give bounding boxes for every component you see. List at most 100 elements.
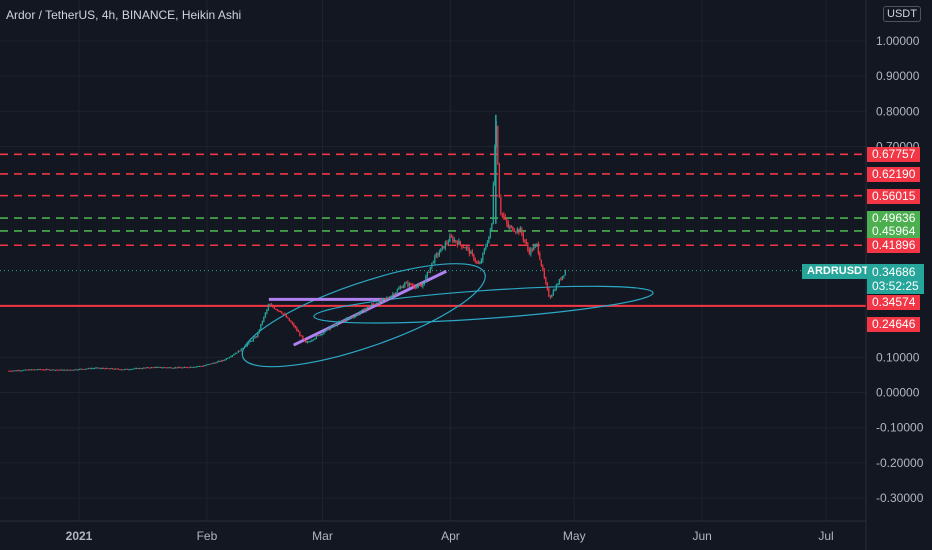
time-tick-label: Mar [312,529,333,543]
candle-body [501,213,503,215]
candle-body [447,241,449,244]
candle-body [141,368,143,370]
candle-body [494,146,496,186]
candle-body [138,368,140,370]
price-tick-label: 0.00000 [876,386,920,400]
candle-body [561,276,563,280]
candle-body [549,296,551,298]
candle-body [302,335,304,339]
candle-body [194,366,196,368]
price-tick-label: 0.80000 [876,104,920,118]
candle-body [44,369,46,371]
candle-body [246,343,248,347]
candle-body [41,369,43,371]
candle-body [255,336,257,338]
candle-body [287,317,289,319]
candle-body [140,368,142,370]
candle-body [137,368,139,370]
candle-body [92,368,94,370]
candle-body [309,341,311,343]
candle-body [65,369,67,371]
candle-body [47,369,49,371]
handle-ellipse-group [313,285,654,324]
candle-body [240,348,242,352]
candle-body [372,303,374,305]
candle-body [177,367,179,369]
candle-body [386,297,388,299]
candle-body [146,367,148,369]
candle-body [560,279,562,281]
candle-body [314,338,316,340]
candle-body [20,370,22,372]
candle-body [369,305,371,308]
level-price-label: 0.24646 [867,316,921,332]
candle-body [50,369,52,371]
time-tick-label: 2021 [66,529,93,543]
price-tick-label: 1.00000 [876,34,920,48]
candle-body [473,254,475,260]
candle-body [143,367,145,369]
handle-ellipse [313,285,654,324]
candle-body [8,370,10,372]
candle-body [18,370,20,372]
chart-grid [0,0,866,521]
candle-body [12,370,14,372]
candle-body [368,306,370,308]
candle-body [234,353,236,355]
candle-body [192,366,194,368]
candle-body [159,366,161,368]
candle-body [99,368,101,370]
candle-body [174,367,176,369]
candle-body [288,318,290,321]
candle-body [32,369,34,371]
candle-body [461,244,463,248]
candle-body [87,368,89,370]
candle-body [39,368,41,370]
candle-body [144,367,146,369]
candle-body [470,251,472,254]
candle-body [359,312,361,315]
candle-body [56,369,58,371]
candle-body [243,347,245,349]
candle-body [59,369,61,371]
candle-body [54,369,56,371]
candle-body [251,340,253,342]
candle-body [402,285,404,289]
candle-body [195,366,197,368]
candle-body [224,359,226,361]
currency-badge[interactable]: USDT [883,6,921,22]
candle-body [228,357,230,359]
candle-body [206,364,208,366]
candle-body [294,326,296,328]
last-price-value: 0.34686 [872,265,916,279]
candle-body [279,310,281,313]
candle-body [239,350,241,352]
candle-body [291,322,293,324]
symbol-badge: ARDRUSDT [802,264,874,279]
candle-body [492,185,494,224]
candle-body [299,332,301,336]
candle-body [147,367,149,369]
candle-body [317,335,319,337]
price-tick-label: 0.90000 [876,69,920,83]
candle-body [449,236,451,242]
candle-body [89,368,91,370]
candle-body [363,309,365,311]
candle-body [413,285,415,287]
candle-body [248,342,250,344]
candle-body [306,341,308,343]
candle-body [308,341,310,343]
candle-body [348,317,350,319]
candle-body [78,368,80,370]
candle-body [152,367,154,369]
candle-body [342,320,344,322]
candle-body [323,332,325,334]
candle-body [45,369,47,371]
candle-body [215,362,217,364]
candle-body [123,369,125,371]
candle-body [339,321,341,323]
candle-body [216,361,218,363]
candle-body [245,346,247,348]
candle-body [222,360,224,362]
